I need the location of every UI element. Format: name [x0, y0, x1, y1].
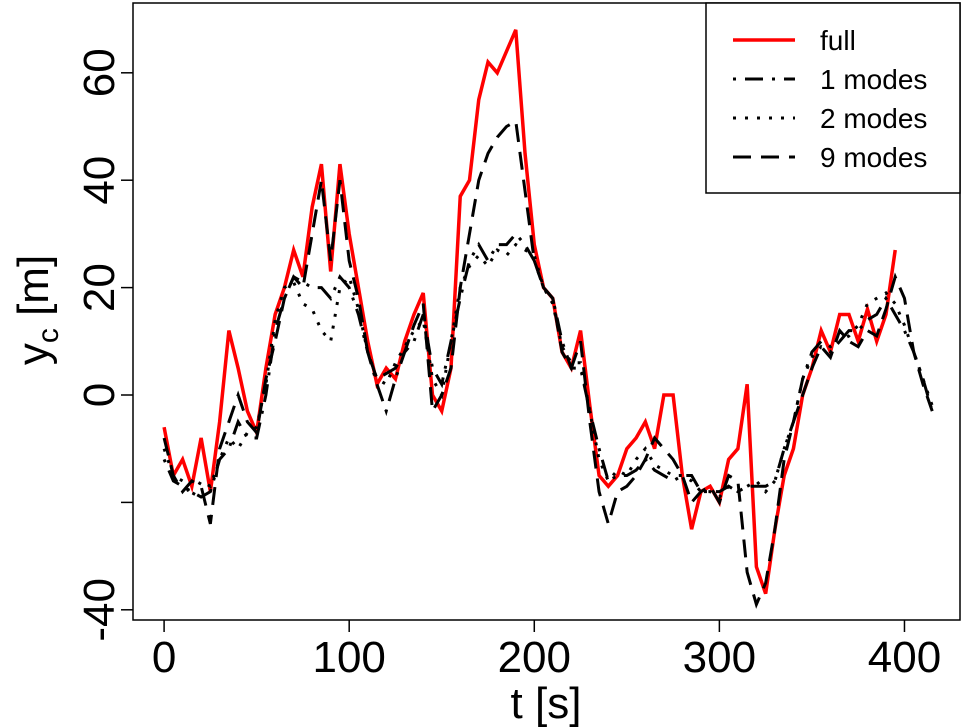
plot-frame	[132, 2, 961, 621]
y-label-main: y	[9, 343, 58, 365]
series-line	[162, 29, 897, 595]
legend-label: 1 modes	[820, 64, 927, 95]
y-tick-label: -40	[75, 578, 124, 642]
y-label-sub: c	[32, 328, 65, 343]
y-axis-label: yc [m]	[9, 255, 65, 365]
x-tick-label: 400	[868, 633, 941, 682]
y-tick-label: 20	[75, 263, 124, 312]
x-tick-label: 200	[498, 633, 571, 682]
legend-label: full	[820, 25, 856, 56]
legend-box	[705, 2, 961, 194]
x-axis-label: t [s]	[511, 679, 582, 728]
x-tick-label: 300	[683, 633, 756, 682]
series-line	[162, 231, 934, 499]
x-tick-label: 100	[312, 633, 385, 682]
y-tick-label: 40	[75, 156, 124, 205]
legend-label: 2 modes	[820, 103, 927, 134]
x-tick-label: 0	[152, 633, 176, 682]
y-tick-label: 60	[75, 48, 124, 97]
series-line	[162, 242, 934, 501]
legend-label: 9 modes	[820, 142, 927, 173]
y-label-unit: [m]	[9, 255, 58, 328]
y-tick-label: 0	[75, 383, 124, 407]
series-line	[162, 118, 934, 609]
